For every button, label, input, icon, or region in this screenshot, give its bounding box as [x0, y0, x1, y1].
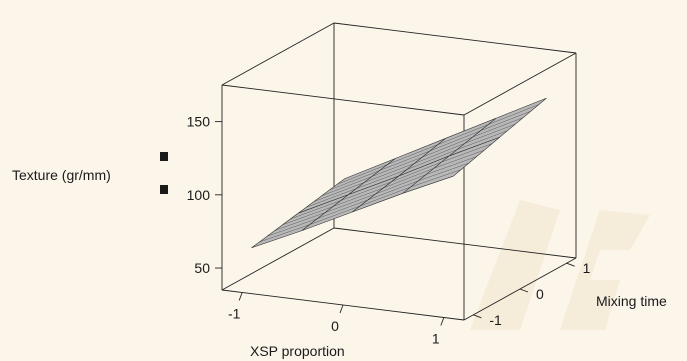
surface-mesh-line — [418, 162, 469, 181]
surface-mesh-line — [259, 224, 310, 243]
z-tick-label: 150 — [187, 114, 211, 130]
y-tick-mark — [473, 314, 482, 319]
surface-mesh-line — [266, 218, 318, 237]
surface-mesh-line — [406, 149, 458, 170]
box-edge — [221, 84, 465, 116]
surface-mesh-line — [325, 193, 376, 213]
x-tick-mark — [238, 292, 243, 301]
response-surface — [251, 97, 547, 249]
x-axis-ticks: -1 0 1 — [228, 292, 445, 347]
surface-mesh-line — [437, 124, 489, 145]
surface-mesh-line — [457, 130, 508, 150]
surface-mesh-line — [329, 170, 380, 191]
surface-mesh-line — [336, 164, 388, 185]
surface-mesh-line — [317, 199, 368, 219]
surface-mesh-line — [433, 149, 485, 169]
surface-mesh-line — [472, 117, 524, 138]
surface-mesh-line — [414, 143, 466, 164]
surface-mesh-line — [410, 169, 462, 188]
surface-mesh-line — [305, 188, 357, 208]
legend-marker-1 — [160, 152, 168, 161]
surface-mesh-line — [383, 168, 434, 189]
surface-mesh-line — [356, 169, 407, 189]
box-edge — [221, 227, 335, 291]
surface-mesh-line — [321, 176, 372, 197]
surface-mesh-line — [340, 181, 392, 201]
watermark — [470, 200, 650, 330]
surface-mesh-line — [391, 161, 442, 183]
y-axis-label: Mixing time — [596, 293, 667, 309]
surface-mesh-line — [426, 156, 477, 175]
surface-mesh-line — [464, 123, 516, 144]
x-tick-mark — [339, 304, 344, 314]
z-tick-label: 100 — [187, 187, 211, 203]
surface-mesh-line — [488, 104, 539, 125]
y-axis-ticks: -1 0 1 — [473, 260, 591, 328]
surface-mesh-line — [274, 212, 326, 231]
x-tick-label: -1 — [228, 306, 241, 322]
surface-mesh-line — [480, 110, 532, 131]
surface-mesh-line — [290, 200, 341, 220]
y-tick-label: 0 — [536, 286, 544, 302]
surface-mesh-line — [430, 130, 481, 152]
x-axis-label: XSP proportion — [250, 343, 345, 359]
box-edge — [463, 52, 577, 116]
surface-mesh-line — [422, 136, 473, 158]
x-tick-label: 0 — [331, 318, 339, 334]
legend-marker-2 — [160, 185, 168, 194]
surface-mesh-line — [332, 187, 384, 207]
y-tick-label: -1 — [489, 312, 502, 328]
box-edge — [333, 227, 577, 259]
z-axis-ticks: 50 100 150 — [187, 114, 222, 276]
y-tick-mark — [519, 288, 529, 293]
surface-mesh-line — [375, 174, 427, 195]
box-edge — [221, 22, 335, 86]
x-tick-label: 1 — [432, 331, 440, 347]
box-edge — [333, 22, 577, 54]
x-tick-mark — [440, 317, 445, 326]
z-tick-label: 50 — [194, 260, 210, 276]
y-tick-mark — [566, 262, 575, 267]
z-axis-label: Texture (gr/mm) — [12, 167, 111, 183]
surface-mesh-line — [364, 163, 415, 183]
surface-mesh-line — [360, 186, 411, 207]
surface-mesh-line — [309, 205, 361, 225]
surface-mesh-line — [379, 150, 431, 171]
surface-mesh-line — [441, 143, 493, 163]
surface-mesh-line — [313, 182, 365, 202]
surface-mesh-line — [282, 206, 334, 225]
surface-mesh-line — [371, 156, 423, 177]
surface-mesh-line — [387, 144, 438, 165]
y-tick-label: 1 — [583, 260, 591, 276]
surface-mesh-line — [367, 180, 419, 201]
